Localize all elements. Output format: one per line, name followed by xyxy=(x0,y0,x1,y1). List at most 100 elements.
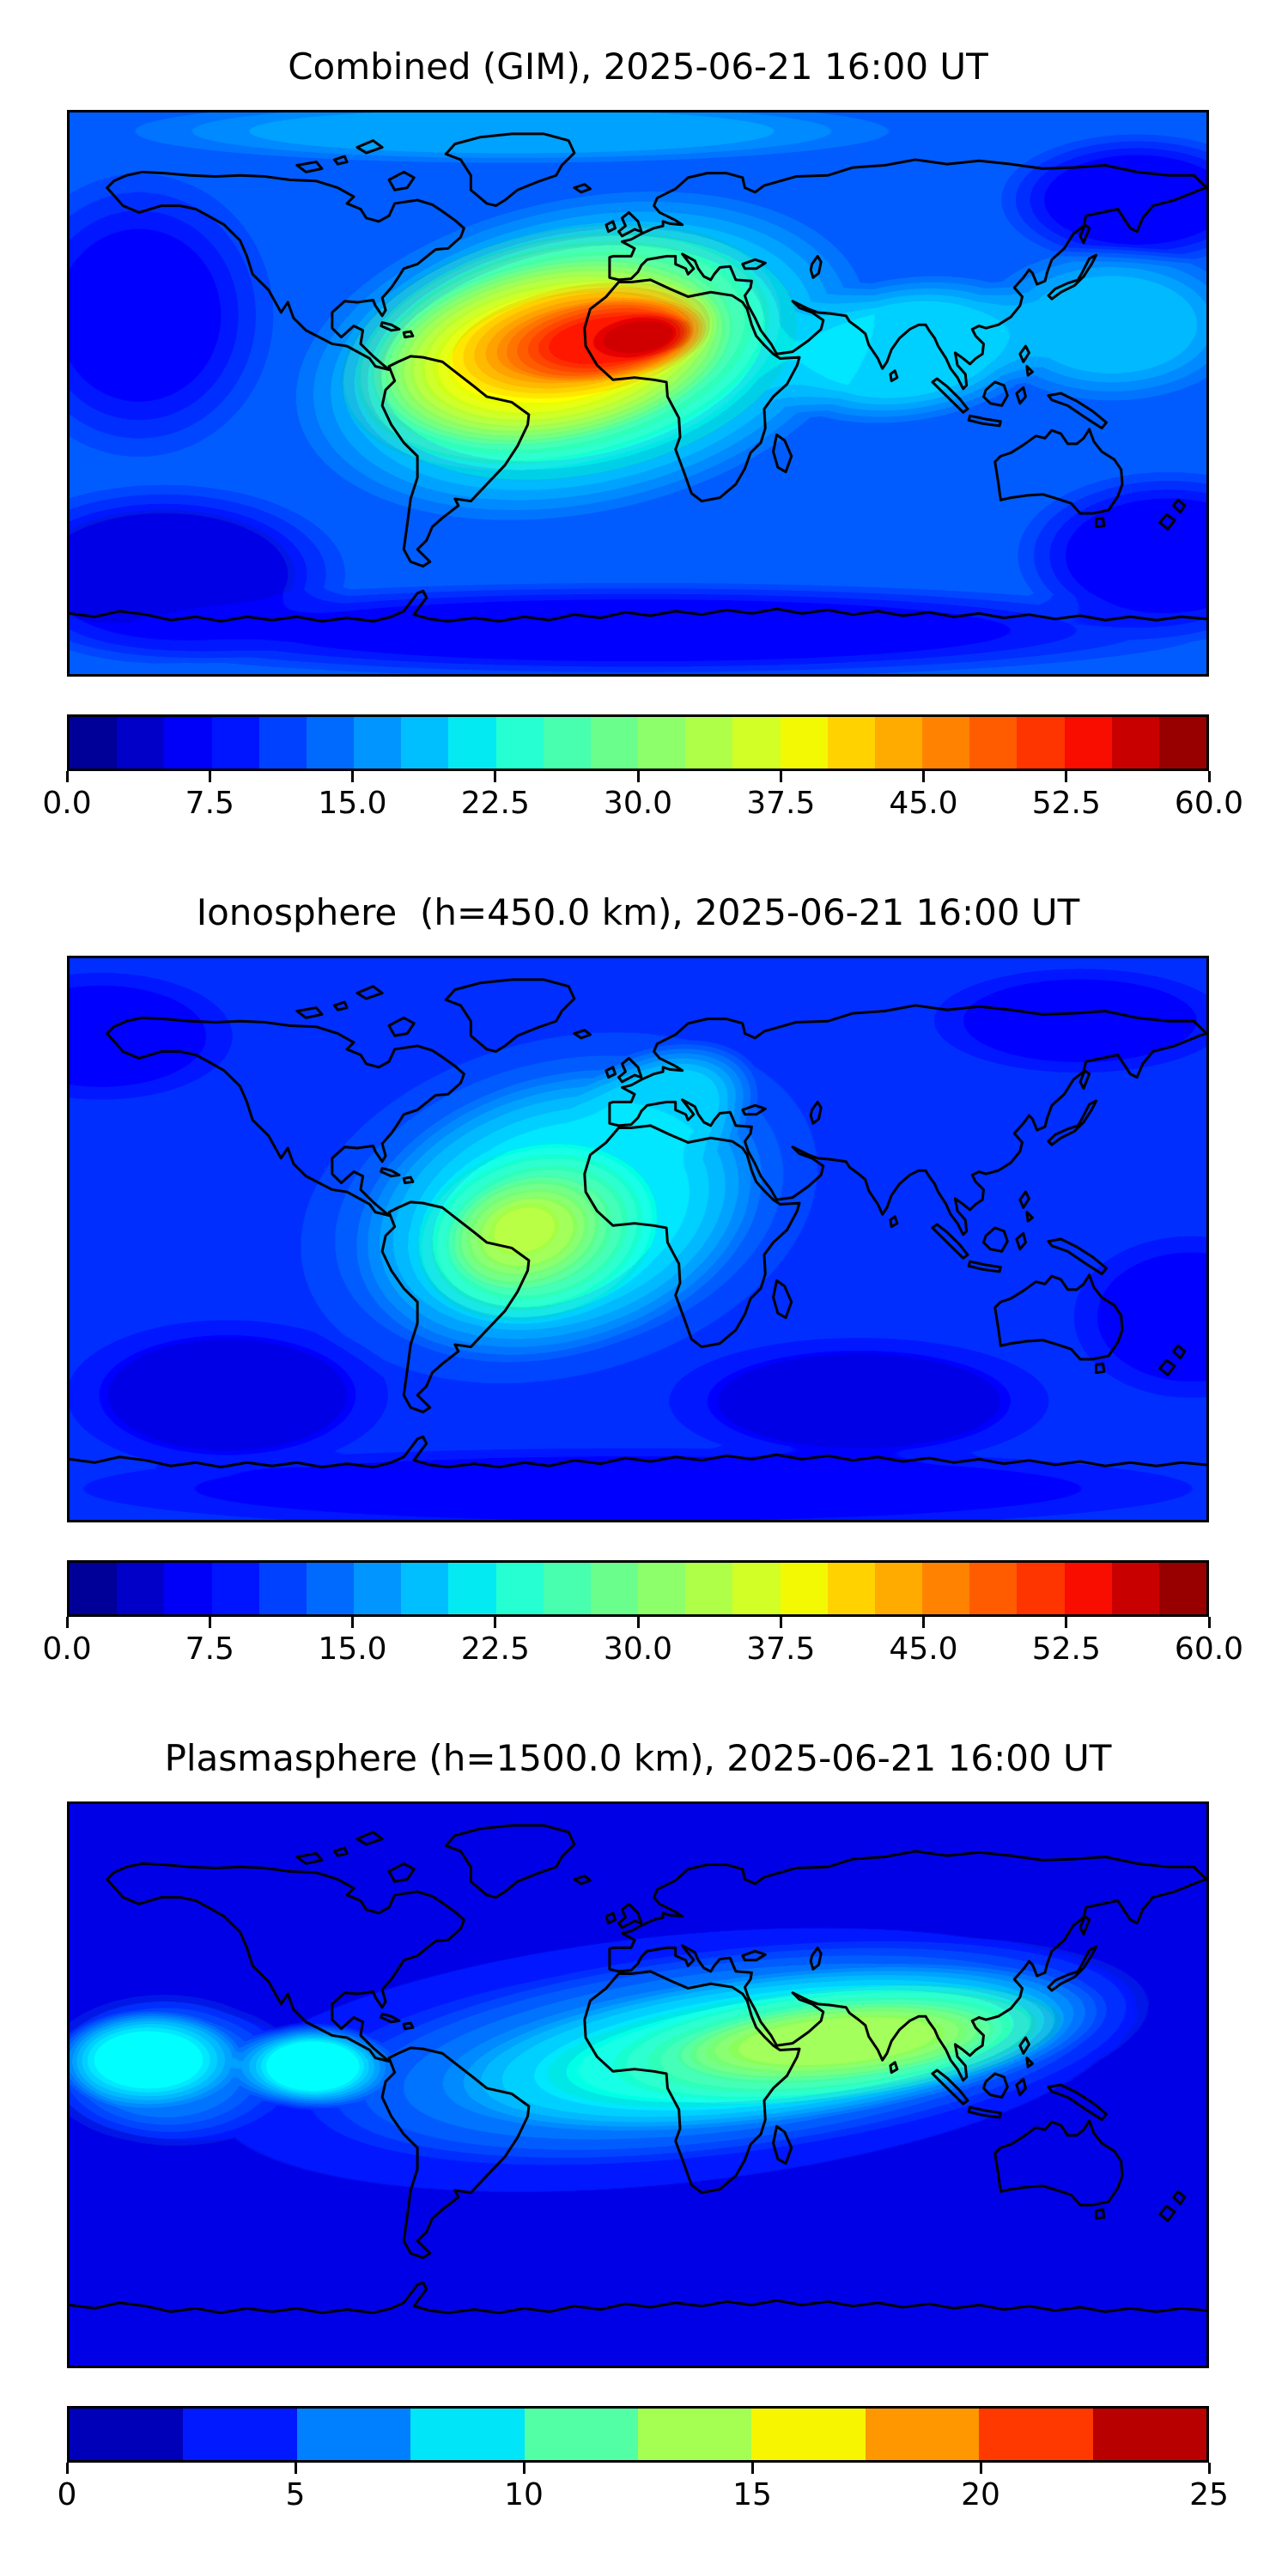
colorbar-segment xyxy=(638,2409,752,2460)
colorbar-segment xyxy=(1158,1563,1207,1614)
panel-plasmasphere: Plasmasphere (h=1500.0 km), 2025-06-21 1… xyxy=(0,1692,1288,2537)
colorbar-tick-label: 30.0 xyxy=(603,1631,673,1667)
colorbar-segment xyxy=(969,717,1018,769)
colorbar-tick-label: 22.5 xyxy=(460,786,530,821)
colorbar-segment xyxy=(827,717,875,769)
colorbar-segment xyxy=(1017,1563,1065,1614)
colorbar-tick-label: 15.0 xyxy=(318,786,387,821)
colorbar-tick xyxy=(494,1617,497,1628)
colorbar-tick xyxy=(522,2463,526,2474)
world-map-svg xyxy=(70,958,1206,1520)
colorbar-segment xyxy=(979,2409,1093,2460)
colorbar-segment xyxy=(1158,717,1207,769)
colorbar-segment xyxy=(354,1563,402,1614)
colorbar-segment xyxy=(638,1563,686,1614)
colorbar-segment xyxy=(401,1563,449,1614)
colorbar-segment xyxy=(780,717,828,769)
colorbar-plasmasphere xyxy=(67,2406,1209,2463)
colorbar-tick-label: 0 xyxy=(57,2477,77,2512)
chart-title-combined: Combined (GIM), 2025-06-21 16:00 UT xyxy=(288,46,988,88)
colorbar-tick xyxy=(294,2463,297,2474)
tec-field-blob xyxy=(994,131,1206,269)
colorbar-tick xyxy=(1207,1617,1211,1628)
colorbar-segment xyxy=(401,717,449,769)
map-plasmasphere xyxy=(67,1801,1209,2368)
colorbar-tick-label: 60.0 xyxy=(1174,1631,1244,1667)
colorbar-tick-label: 10 xyxy=(504,2477,544,2512)
colorbar-segment xyxy=(70,717,118,769)
colorbar-segment xyxy=(495,1563,544,1614)
tec-field-layer xyxy=(70,958,1206,1520)
colorbar-tick-label: 60.0 xyxy=(1174,786,1244,821)
colorbar-segment xyxy=(1092,2409,1207,2460)
map-canvas-combined xyxy=(70,112,1206,674)
colorbar-segment xyxy=(1064,717,1112,769)
colorbar-segment xyxy=(732,717,781,769)
colorbar-tick xyxy=(65,771,69,782)
colorbar-tick xyxy=(351,771,354,782)
colorbar-segment xyxy=(211,717,259,769)
colorbar-axis-combined: 0.0 7.5 15.0 22.5 30.0 37.5 45.0 52.5 60.0 xyxy=(42,771,1243,844)
map-canvas-ionosphere xyxy=(70,958,1206,1520)
colorbar-segment xyxy=(306,717,355,769)
tec-field-blob xyxy=(70,2009,244,2111)
colorbar-tick-label: 37.5 xyxy=(746,1631,816,1667)
colorbar-tick xyxy=(1065,771,1068,782)
colorbar-segment xyxy=(524,2409,639,2460)
tec-field-blob xyxy=(673,2001,1001,2081)
colorbar-segment xyxy=(922,1563,970,1614)
colorbar-segment xyxy=(1111,717,1159,769)
colorbar-segment xyxy=(638,717,686,769)
colorbar-segment xyxy=(732,1563,781,1614)
colorbar-segment xyxy=(1017,717,1065,769)
tec-field-blob xyxy=(70,1314,402,1477)
colorbar-segment xyxy=(827,1563,875,1614)
colorbar-segment xyxy=(448,1563,496,1614)
colorbar-tick xyxy=(65,1617,69,1628)
colorbar-segment xyxy=(495,717,544,769)
tec-field-blob xyxy=(70,967,244,1105)
colorbar-tick xyxy=(65,2463,69,2474)
colorbar-segment xyxy=(306,1563,355,1614)
colorbar-tick xyxy=(750,2463,754,2474)
tec-field-layer xyxy=(70,112,1206,674)
colorbar-segment xyxy=(543,1563,591,1614)
colorbar-tick xyxy=(494,771,497,782)
colorbar-segment xyxy=(590,717,639,769)
colorbar-segment xyxy=(117,1563,165,1614)
colorbar-segment xyxy=(183,2409,297,2460)
colorbar-tick xyxy=(922,1617,925,1628)
colorbar-tick-label: 22.5 xyxy=(460,1631,530,1667)
colorbar-segment xyxy=(164,1563,212,1614)
colorbar-tick-label: 5 xyxy=(285,2477,306,2512)
colorbar-tick xyxy=(779,1617,782,1628)
colorbar-segment xyxy=(296,2409,411,2460)
colorbar-tick-label: 37.5 xyxy=(746,786,816,821)
world-map-svg xyxy=(70,112,1206,674)
colorbar-tick-label: 45.0 xyxy=(889,1631,958,1667)
colorbar-tick xyxy=(1207,771,1211,782)
world-map-svg xyxy=(70,1804,1206,2366)
panel-ionosphere: Ionosphere (h=450.0 km), 2025-06-21 16:0… xyxy=(0,846,1288,1692)
tec-field-blob xyxy=(581,311,695,363)
colorbar-segment xyxy=(543,717,591,769)
colorbar-axis-ionosphere: 0.0 7.5 15.0 22.5 30.0 37.5 45.0 52.5 60.0 xyxy=(42,1617,1243,1690)
tec-field-blob xyxy=(100,112,922,166)
colorbar-tick xyxy=(922,771,925,782)
colorbar-segment xyxy=(922,717,970,769)
tec-field-layer xyxy=(70,1804,1206,2366)
colorbar-tick-label: 15.0 xyxy=(318,1631,387,1667)
colorbar-segment xyxy=(780,1563,828,1614)
tec-field-blob xyxy=(70,165,282,465)
colorbar-segment xyxy=(448,717,496,769)
colorbar-tick-label: 45.0 xyxy=(889,786,958,821)
colorbar-segment xyxy=(70,2409,184,2460)
colorbar-tick-label: 30.0 xyxy=(603,786,673,821)
colorbar-tick-label: 7.5 xyxy=(185,1631,234,1667)
colorbar-segment xyxy=(590,1563,639,1614)
tec-field-blob xyxy=(653,1332,1065,1470)
colorbar-tick xyxy=(208,771,211,782)
colorbar-tick-label: 52.5 xyxy=(1031,786,1101,821)
colorbar-tick xyxy=(208,1617,211,1628)
colorbar-tick-label: 7.5 xyxy=(185,786,234,821)
